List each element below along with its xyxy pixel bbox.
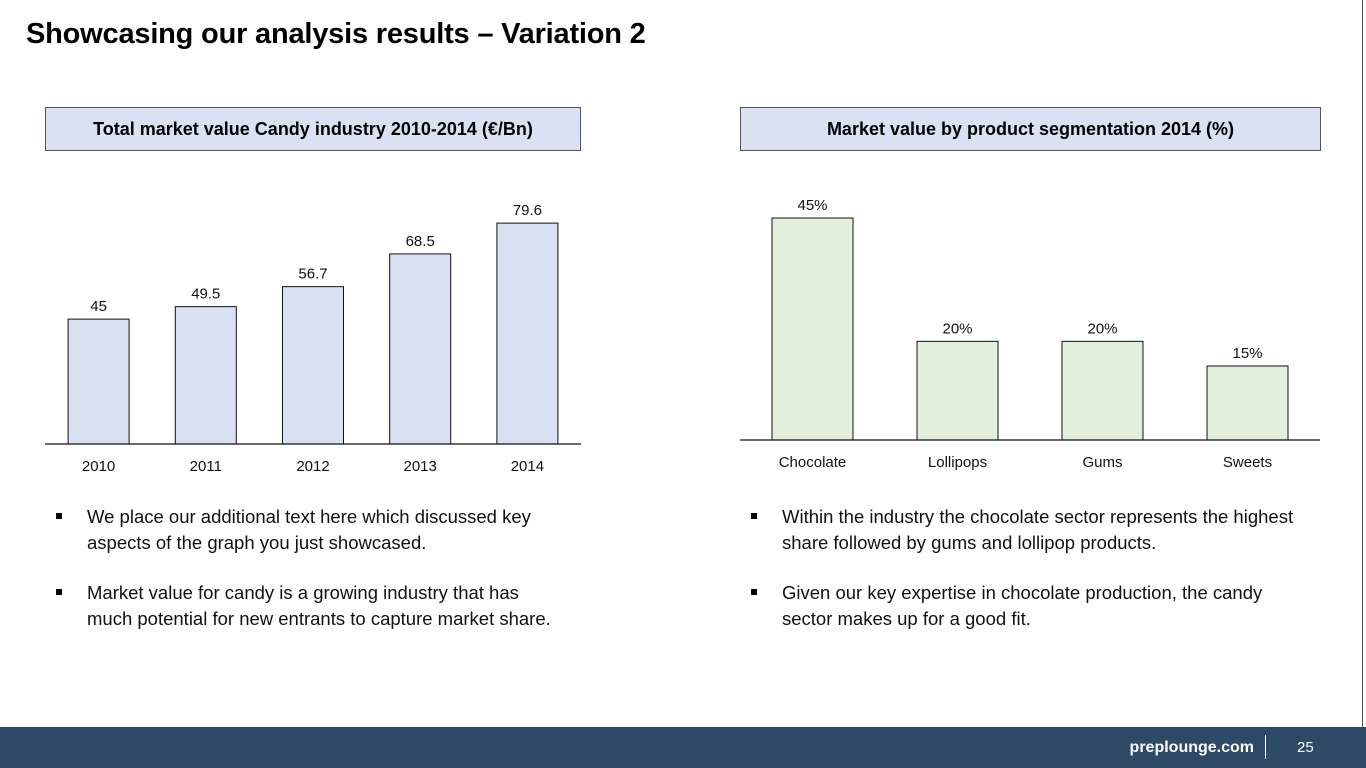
segmentation-bar-chart: 45% Chocolate 20% Lollipops 20% Gums 15% Sweets: [740, 197, 1320, 471]
bullet-item: Given our key expertise in chocolate pro…: [751, 580, 1311, 631]
bullet-square-icon: [751, 513, 757, 519]
bar-sweets: [1206, 365, 1289, 441]
bar-gums: [1061, 340, 1144, 441]
data-label: 68.5: [406, 233, 435, 250]
bar-2013: [389, 253, 452, 445]
market-value-bar-chart: 45 2010 49.5 2011 56.7 2012 68.5 2013 79.6 2014: [45, 202, 581, 475]
bullet-text: Within the industry the chocolate sector…: [782, 506, 1294, 553]
bar-2012: [282, 286, 344, 445]
page-title: Showcasing our analysis results – Variat…: [26, 18, 646, 50]
data-label: 20%: [1087, 320, 1117, 337]
x-tick-label: Gums: [1082, 454, 1122, 471]
chart-title-market-value: Total market value Candy industry 2010-2…: [45, 107, 581, 151]
x-tick-label: 2010: [82, 458, 115, 475]
x-tick-label: 2011: [190, 458, 222, 475]
x-tick-label: 2012: [296, 458, 329, 475]
bullet-item: Market value for candy is a growing indu…: [56, 580, 566, 631]
data-label: 45: [90, 298, 107, 315]
bullet-text: We place our additional text here which …: [87, 506, 531, 553]
x-tick-label: Sweets: [1223, 454, 1272, 471]
bullet-square-icon: [56, 513, 62, 519]
x-tick-label: 2013: [404, 458, 437, 475]
page-number: 25: [1297, 739, 1314, 756]
slide-edge-line: [1362, 0, 1363, 727]
bar-2010: [67, 318, 130, 445]
x-tick-label: Lollipops: [928, 454, 987, 471]
bar-2011: [174, 306, 237, 445]
bullet-item: Within the industry the chocolate sector…: [751, 504, 1311, 555]
bullet-text: Given our key expertise in chocolate pro…: [782, 582, 1263, 629]
segmentation-notes: Within the industry the chocolate sector…: [751, 504, 1311, 656]
footer-bar: preplounge.com 25: [0, 727, 1366, 768]
bullet-square-icon: [56, 589, 62, 595]
bar-2014: [496, 222, 559, 445]
x-tick-label: Chocolate: [779, 454, 847, 471]
bar-lollipops: [916, 340, 999, 441]
data-label: 56.7: [298, 266, 327, 283]
data-label: 45%: [797, 197, 827, 214]
bullet-square-icon: [751, 589, 757, 595]
chart-title-segmentation: Market value by product segmentation 201…: [740, 107, 1321, 151]
market-value-notes: We place our additional text here which …: [56, 504, 566, 656]
footer-brand: preplounge.com: [1129, 739, 1254, 756]
data-label: 49.5: [191, 286, 220, 303]
footer-divider: [1265, 735, 1266, 759]
data-label: 15%: [1232, 345, 1262, 362]
data-label: 79.6: [513, 202, 542, 219]
x-tick-label: 2014: [511, 458, 544, 475]
bar-chocolate: [771, 217, 854, 441]
bullet-item: We place our additional text here which …: [56, 504, 566, 555]
data-label: 20%: [942, 320, 972, 337]
bullet-text: Market value for candy is a growing indu…: [87, 582, 551, 629]
